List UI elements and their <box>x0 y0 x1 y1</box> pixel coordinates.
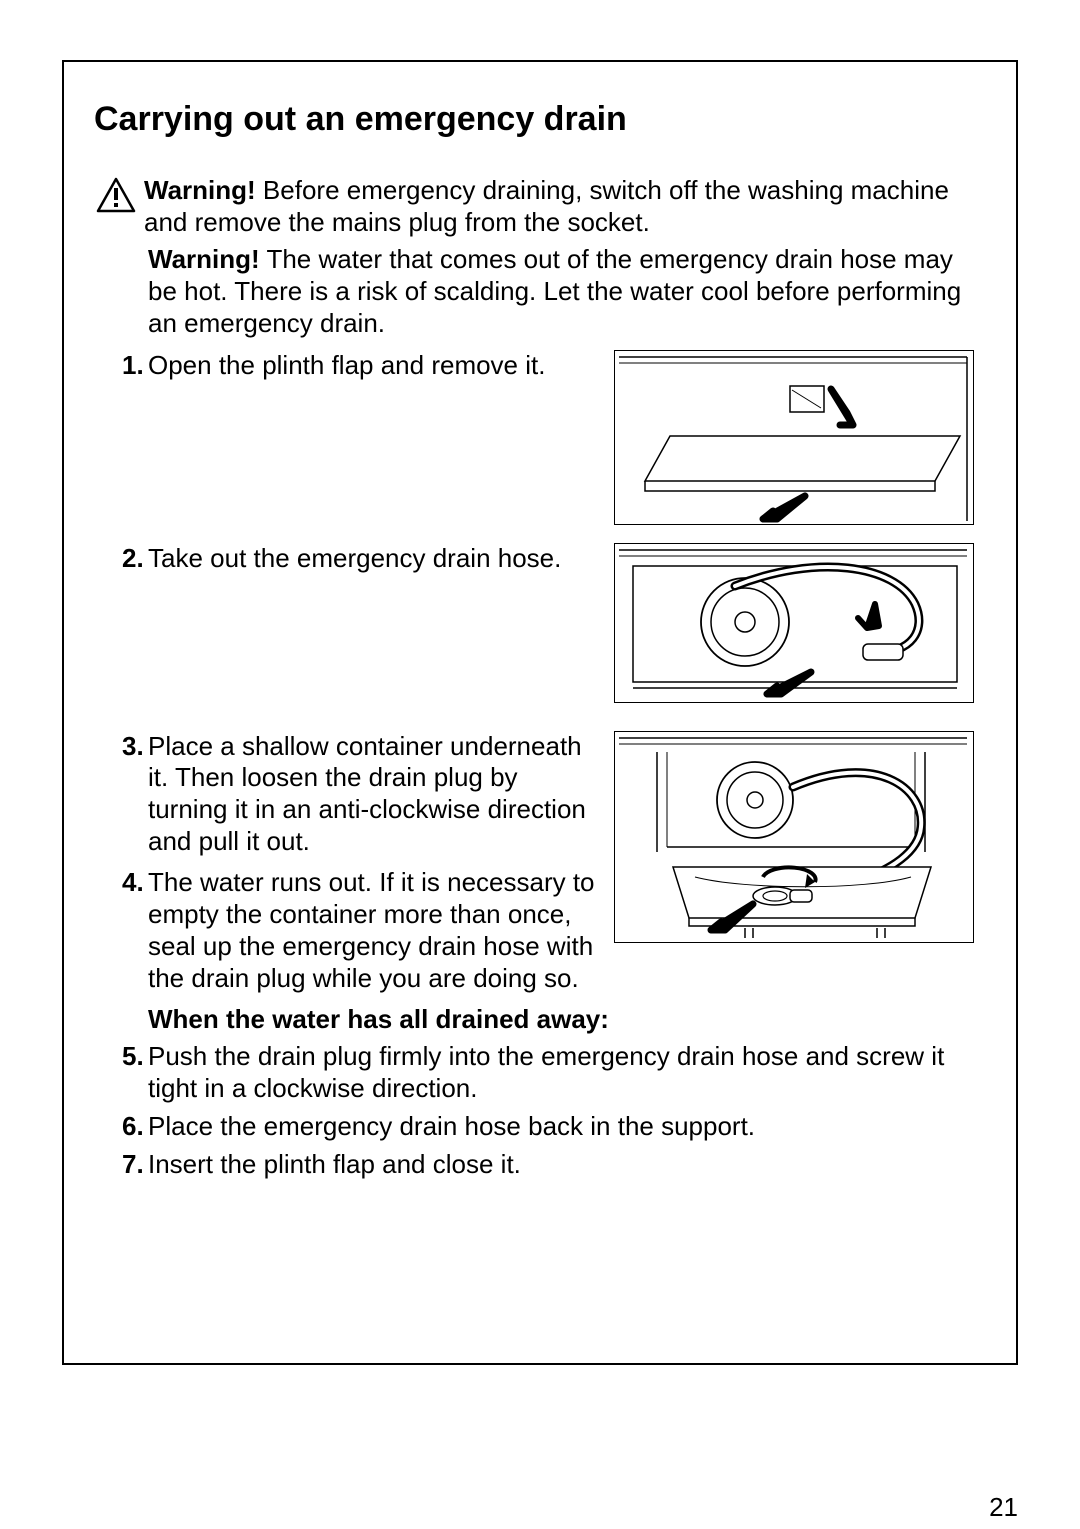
warning-body-2: The water that comes out of the emergenc… <box>148 244 961 337</box>
step-5-text: Push the drain plug firmly into the emer… <box>148 1041 974 1104</box>
step-7-num: 7. <box>122 1149 148 1180</box>
sub-heading: When the water has all drained away: <box>148 1004 974 1035</box>
step-6-num: 6. <box>122 1111 148 1142</box>
step-3-num: 3. <box>122 731 148 858</box>
warning-label-1: Warning! <box>144 175 256 205</box>
diagram-drain-hose <box>614 543 974 703</box>
warning-label-2: Warning! <box>148 244 260 274</box>
page-frame: Carrying out an emergency drain Warning!… <box>62 60 1018 1365</box>
warning-block: Warning! Before emergency draining, swit… <box>88 175 974 238</box>
warning-text-1: Warning! Before emergency draining, swit… <box>144 175 974 238</box>
section-heading: Carrying out an emergency drain <box>94 100 974 139</box>
warning-text-2: Warning! The water that comes out of the… <box>148 244 974 339</box>
step-4-text: The water runs out. If it is necessary t… <box>148 867 596 994</box>
step-7-text: Insert the plinth flap and close it. <box>148 1149 974 1181</box>
step-1-num: 1. <box>122 350 148 382</box>
step-5-num: 5. <box>122 1041 148 1072</box>
step-6-text: Place the emergency drain hose back in t… <box>148 1111 974 1143</box>
step-1-text: Open the plinth flap and remove it. <box>148 350 596 382</box>
step-3-text: Place a shallow container underneath it.… <box>148 731 596 858</box>
warning-icon <box>88 175 144 213</box>
step-4-num: 4. <box>122 867 148 994</box>
diagram-drain-container <box>614 731 974 943</box>
diagram-plinth-flap <box>614 350 974 525</box>
warning-body-1: Before emergency draining, switch off th… <box>144 175 949 237</box>
page-number: 21 <box>989 1492 1018 1523</box>
step-2-num: 2. <box>122 543 148 575</box>
step-2-text: Take out the emergency drain hose. <box>148 543 596 575</box>
